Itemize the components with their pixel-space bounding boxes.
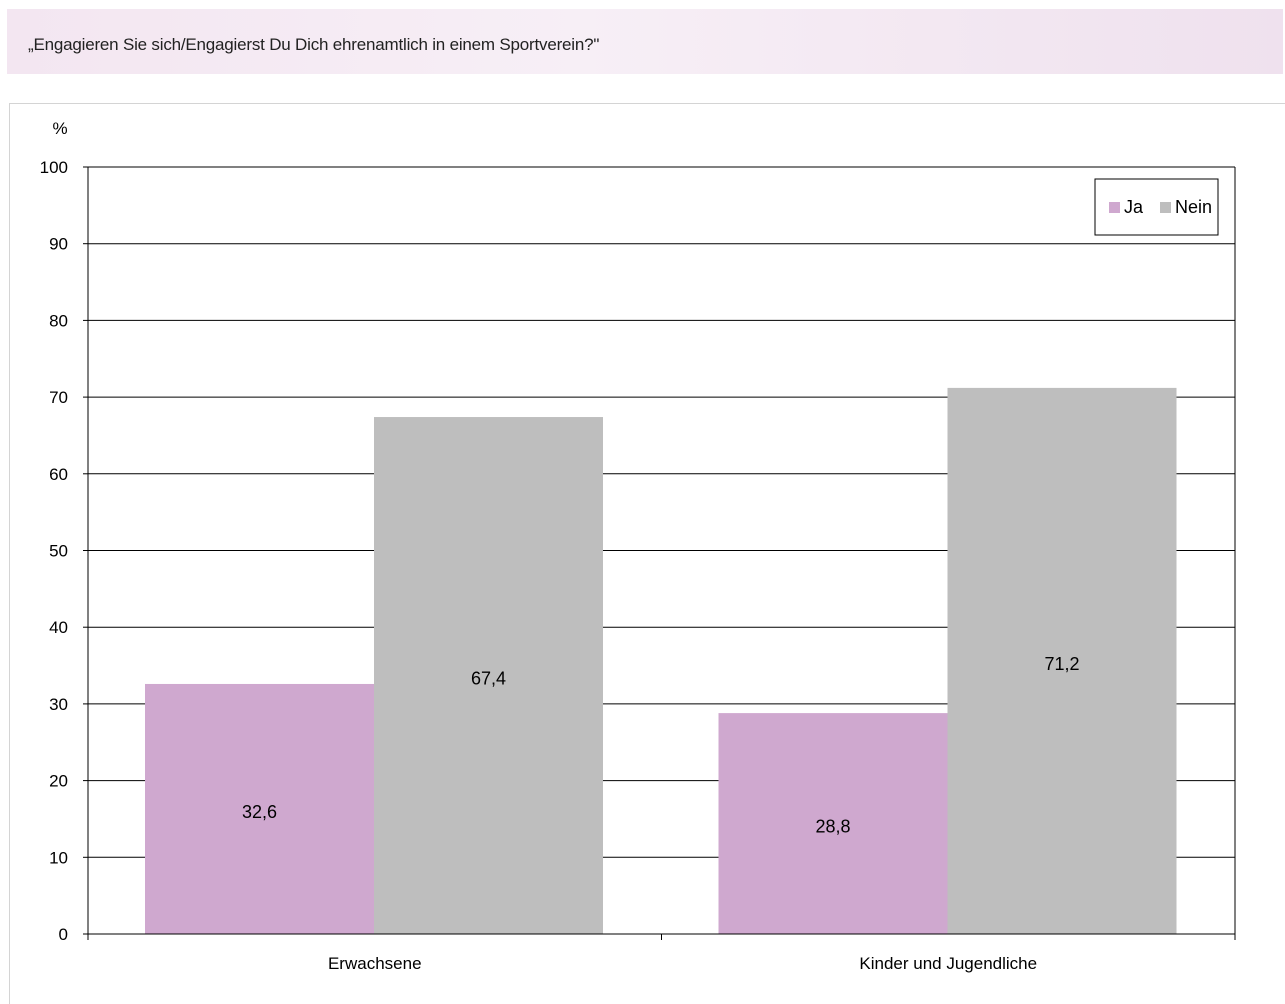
y-tick-label: 30 (49, 695, 68, 714)
x-tick-label: Kinder und Jugendliche (859, 954, 1037, 973)
y-tick-label: 70 (49, 388, 68, 407)
chart-title: „Engagieren Sie sich/Engagierst Du Dich … (28, 35, 600, 54)
bar-ja (718, 713, 948, 934)
y-tick-label: 40 (49, 618, 68, 637)
legend-swatch-nein (1160, 202, 1171, 213)
data-label: 71,2 (1044, 654, 1079, 674)
y-tick-label: 10 (49, 848, 68, 867)
data-label: 28,8 (815, 817, 850, 837)
bar-nein (947, 387, 1177, 934)
y-tick-label: 20 (49, 772, 68, 791)
data-label: 32,6 (242, 802, 277, 822)
legend-label-nein: Nein (1175, 197, 1212, 217)
y-tick-label: 60 (49, 465, 68, 484)
y-axis-label: % (52, 119, 67, 138)
bar-ja (145, 683, 374, 934)
y-tick-label: 50 (49, 542, 68, 561)
x-tick-label: Erwachsene (328, 954, 422, 973)
y-tick-label: 80 (49, 311, 68, 330)
legend-label-ja: Ja (1124, 197, 1144, 217)
data-label: 67,4 (471, 669, 506, 689)
chart-frame (9, 103, 1285, 1004)
y-tick-label: 90 (49, 235, 68, 254)
title-band (7, 9, 1283, 74)
bar-nein (374, 417, 603, 934)
legend-swatch-ja (1109, 202, 1120, 213)
y-tick-label: 100 (40, 158, 68, 177)
y-tick-label: 0 (59, 925, 68, 944)
